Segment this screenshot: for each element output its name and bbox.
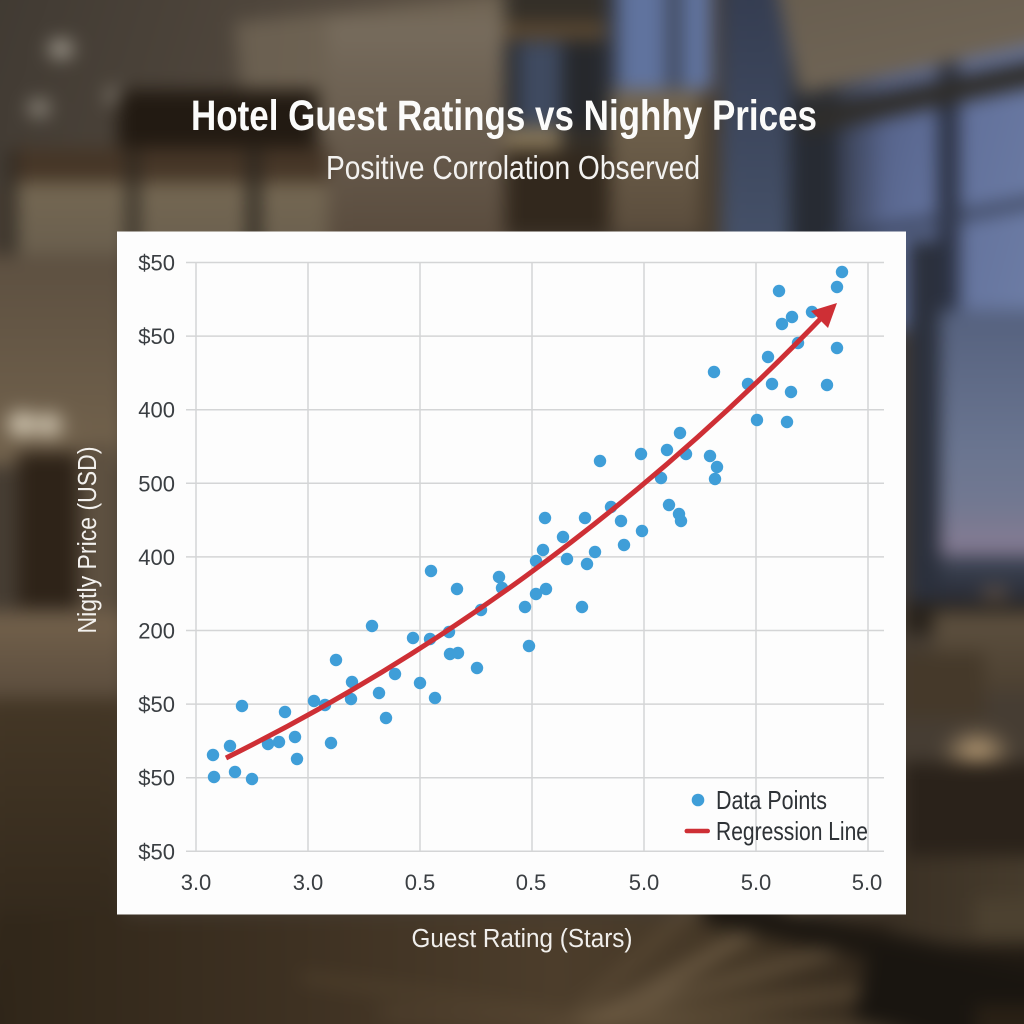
svg-text:3.0: 3.0	[293, 870, 324, 895]
svg-text:Positive Corrolation Observed: Positive Corrolation Observed	[326, 149, 700, 186]
svg-text:400: 400	[138, 545, 175, 570]
svg-text:$50: $50	[138, 324, 175, 349]
svg-text:500: 500	[138, 471, 175, 496]
svg-text:0.5: 0.5	[516, 870, 547, 895]
svg-text:5.0: 5.0	[852, 870, 883, 895]
svg-text:Regression Line: Regression Line	[716, 816, 868, 846]
svg-text:Hotel Guest Ratings vs Nighhy: Hotel Guest Ratings vs Nighhy Prices	[191, 92, 817, 140]
svg-text:5.0: 5.0	[629, 870, 660, 895]
svg-text:$50: $50	[138, 766, 175, 791]
svg-text:$50: $50	[138, 251, 175, 276]
svg-text:Nigtly Price (USD): Nigtly Price (USD)	[74, 447, 102, 634]
svg-text:200: 200	[138, 619, 175, 644]
svg-text:400: 400	[138, 398, 175, 423]
svg-text:Data Points: Data Points	[716, 785, 827, 815]
svg-text:Guest Rating (Stars): Guest Rating (Stars)	[412, 925, 633, 953]
svg-text:$50: $50	[138, 692, 175, 717]
svg-text:3.0: 3.0	[181, 870, 212, 895]
svg-text:$50: $50	[138, 839, 175, 864]
svg-text:0.5: 0.5	[405, 870, 436, 895]
svg-text:5.0: 5.0	[741, 870, 772, 895]
